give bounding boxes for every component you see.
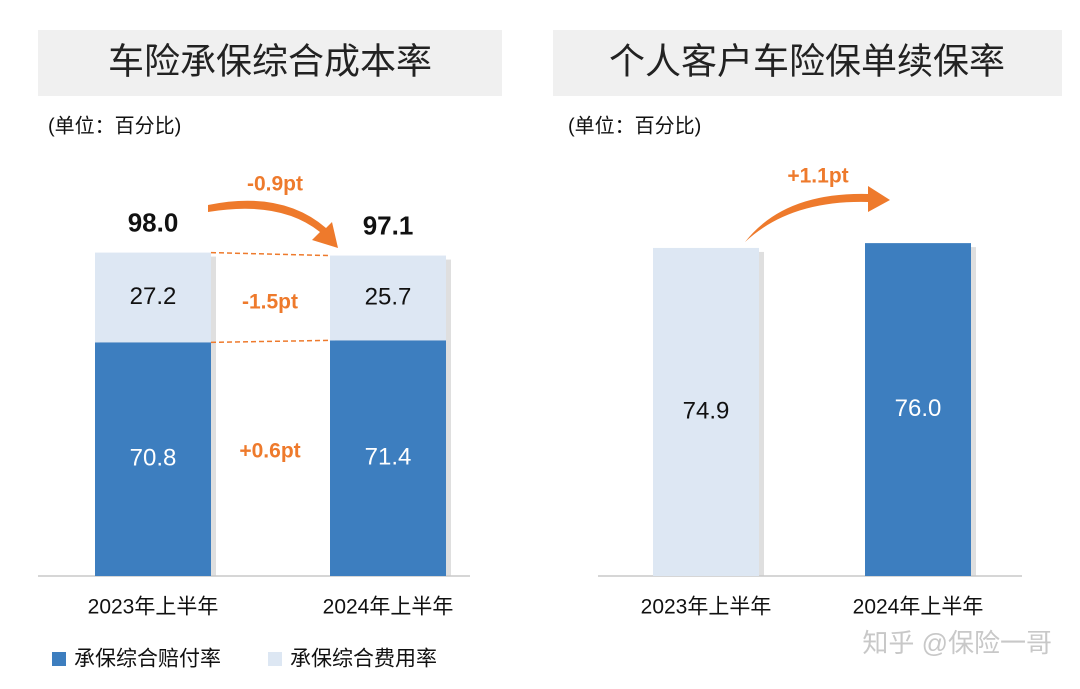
data-label: 76.0 bbox=[895, 395, 942, 422]
watermark: 知乎 @保险一哥 bbox=[862, 628, 1052, 658]
bar-segment bbox=[330, 255, 446, 341]
data-label: 70.8 bbox=[130, 445, 177, 472]
x-tick-label: 2023年上半年 bbox=[641, 596, 772, 619]
connector bbox=[210, 339, 331, 344]
annotation: -1.5pt bbox=[242, 291, 298, 314]
title-background bbox=[38, 30, 502, 96]
data-label: 71.4 bbox=[365, 444, 412, 471]
x-tick-label: 2024年上半年 bbox=[853, 596, 984, 619]
title-background bbox=[553, 30, 1062, 96]
total-label: 98.0 bbox=[128, 207, 179, 237]
chart-subtitle: (单位：百分比) bbox=[568, 114, 701, 137]
annotation: +0.6pt bbox=[239, 440, 300, 463]
connector bbox=[210, 251, 331, 257]
total-label: 97.1 bbox=[363, 210, 414, 240]
x-tick-label: 2023年上半年 bbox=[88, 596, 219, 619]
legend-swatch bbox=[268, 652, 282, 666]
change-arrow bbox=[208, 200, 338, 248]
x-tick-label: 2024年上半年 bbox=[323, 596, 454, 619]
chart-subtitle: (单位：百分比) bbox=[48, 114, 181, 137]
change-arrow bbox=[745, 186, 890, 242]
bar bbox=[865, 243, 971, 576]
annotation: +1.1pt bbox=[787, 165, 848, 188]
data-label: 74.9 bbox=[683, 397, 730, 424]
chart-title: 车险承保综合成本率 bbox=[108, 41, 432, 82]
annotation: -0.9pt bbox=[247, 173, 303, 196]
chart-title: 个人客户车险保单续保率 bbox=[609, 41, 1005, 82]
legend-swatch bbox=[52, 652, 66, 666]
legend-label: 承保综合费用率 bbox=[290, 648, 437, 671]
data-label: 25.7 bbox=[365, 283, 412, 310]
bar-segment bbox=[330, 340, 446, 576]
data-label: 27.2 bbox=[130, 283, 177, 310]
bar bbox=[653, 247, 759, 577]
bar-segment bbox=[95, 342, 211, 576]
legend-label: 承保综合赔付率 bbox=[74, 648, 221, 671]
bar-segment bbox=[95, 252, 211, 343]
